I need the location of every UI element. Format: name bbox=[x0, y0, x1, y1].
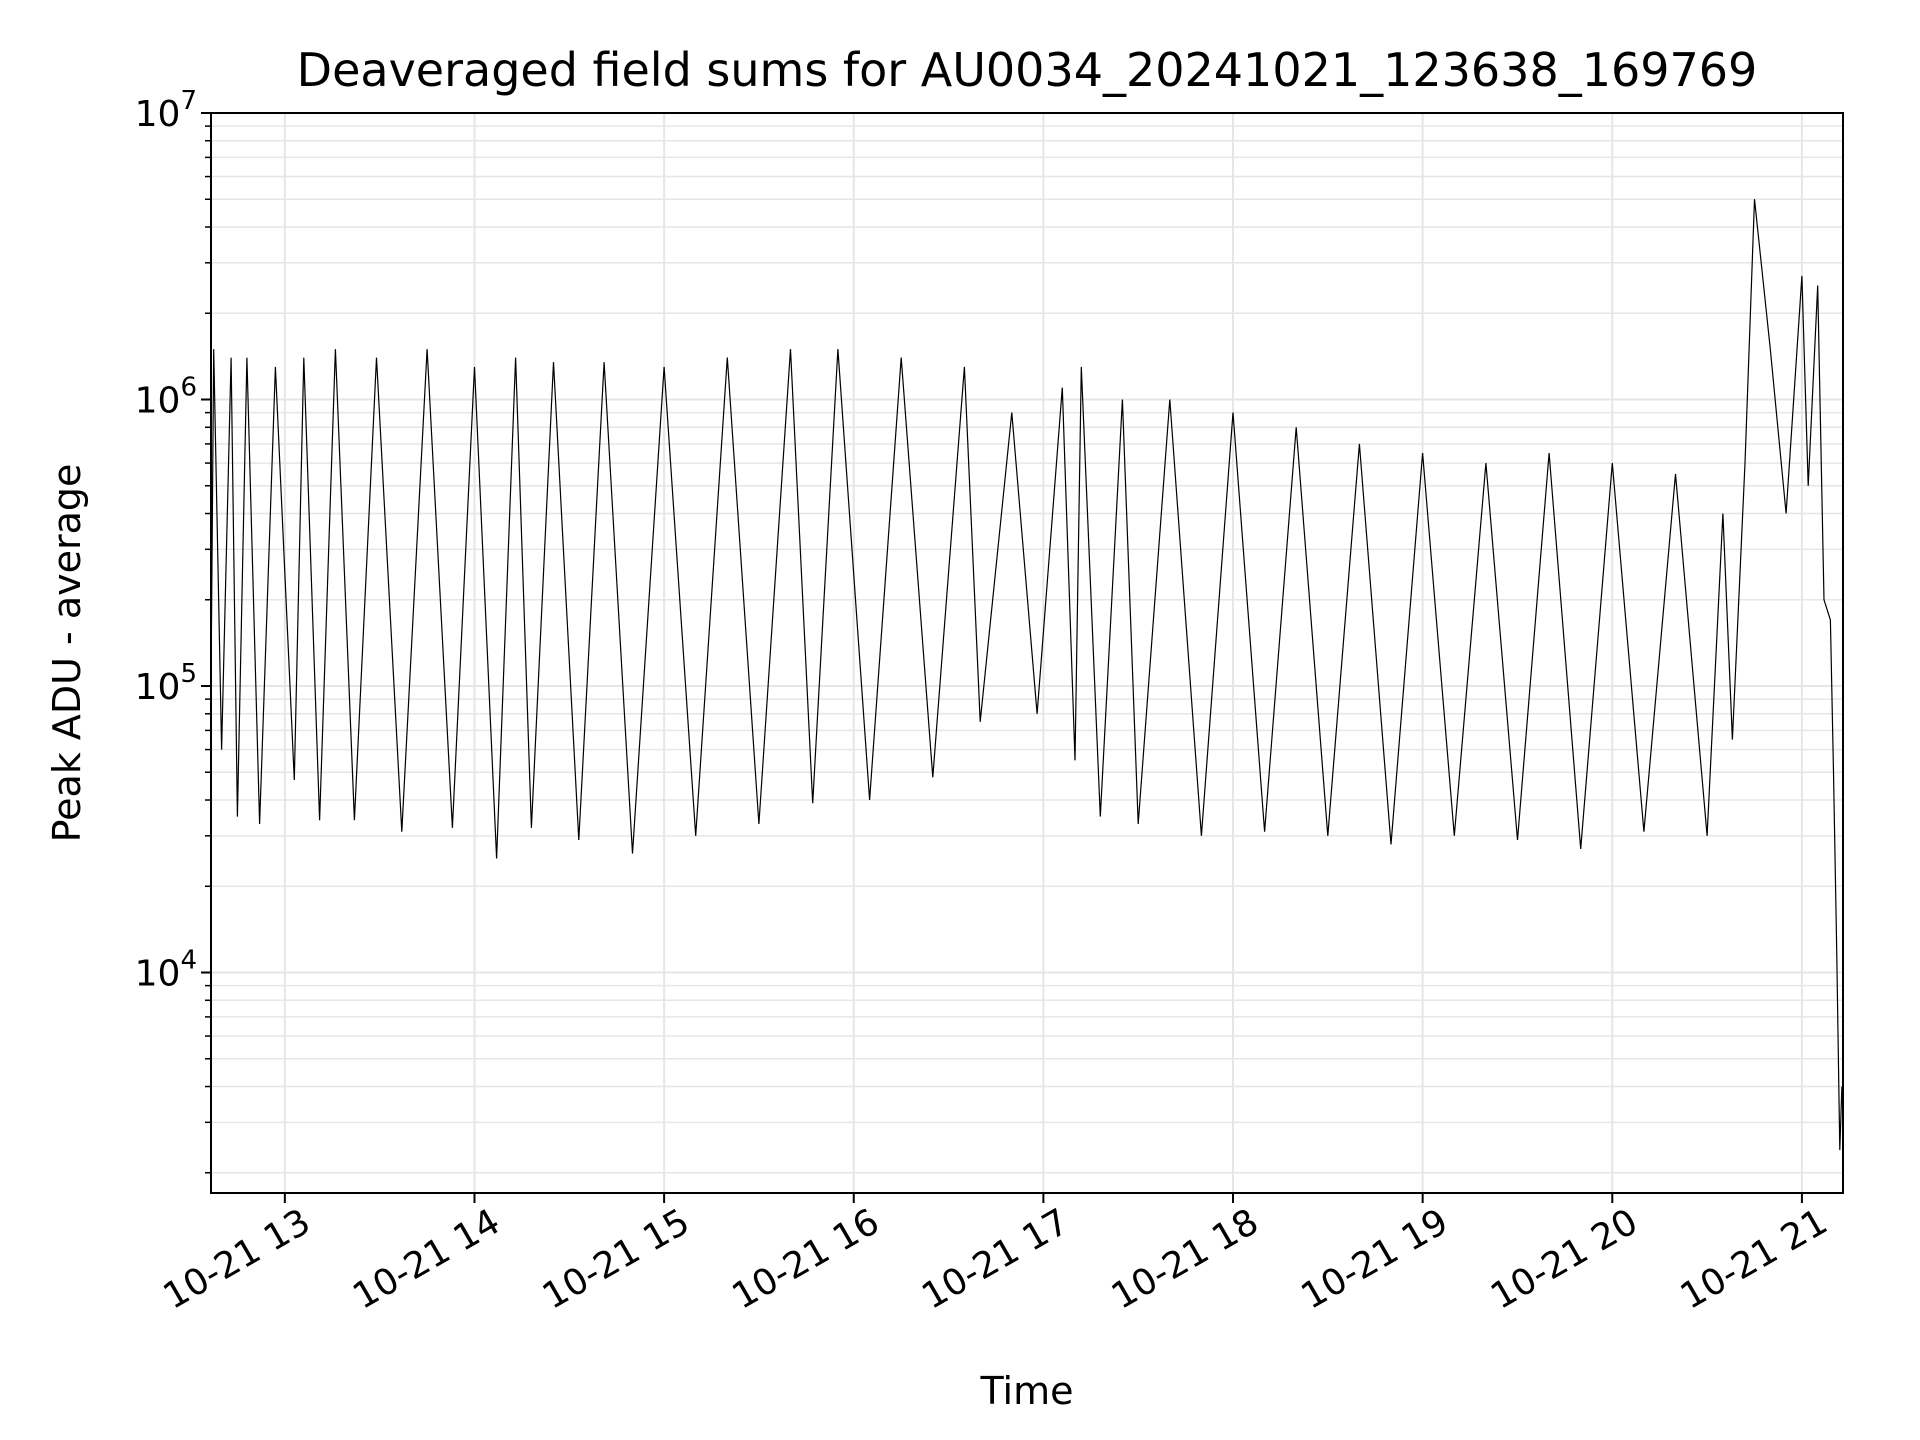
y-tick-label-exponent: 4 bbox=[180, 946, 197, 976]
y-tick-label-base: 10 bbox=[135, 667, 181, 708]
y-tick-label: 105 bbox=[135, 659, 197, 708]
y-tick-label-exponent: 6 bbox=[180, 373, 197, 403]
y-tick-label: 107 bbox=[135, 86, 197, 135]
y-tick-label-base: 10 bbox=[135, 954, 181, 995]
y-axis-label: Peak ADU - average bbox=[45, 464, 89, 843]
x-axis-label: Time bbox=[980, 1369, 1074, 1413]
y-tick-label-exponent: 7 bbox=[180, 86, 197, 116]
series-line bbox=[210, 199, 1843, 1151]
chart-title: Deaveraged field sums for AU0034_2024102… bbox=[297, 43, 1758, 97]
y-tick-label: 106 bbox=[135, 373, 197, 422]
y-tick-label-base: 10 bbox=[135, 381, 181, 422]
y-tick-label-base: 10 bbox=[135, 94, 181, 135]
series-layer bbox=[210, 199, 1843, 1151]
y-tick-label: 104 bbox=[135, 946, 197, 995]
plot-frame bbox=[210, 112, 1844, 1194]
y-tick-label-exponent: 5 bbox=[180, 659, 197, 689]
